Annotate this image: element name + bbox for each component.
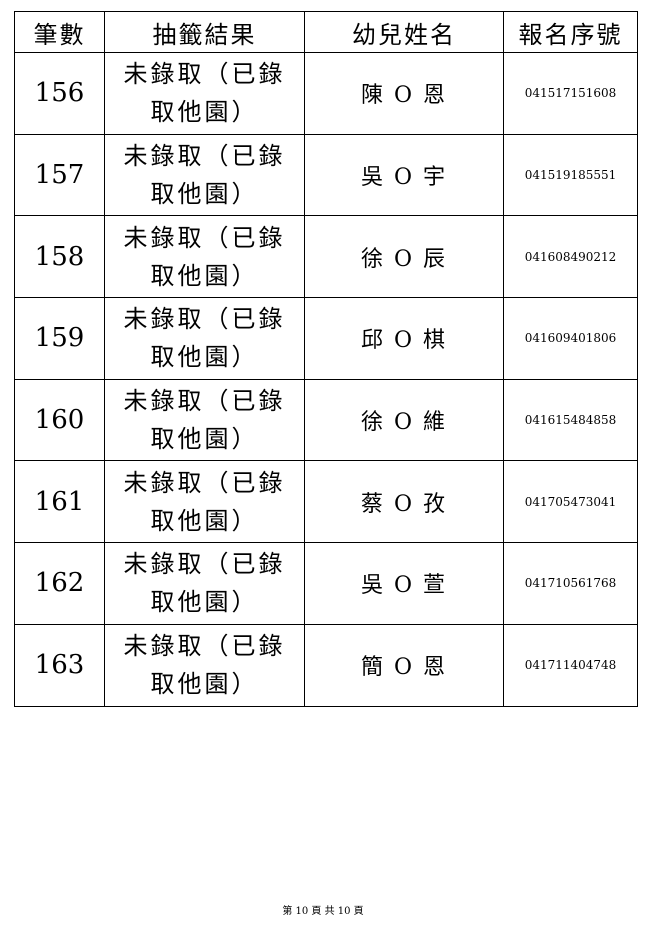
header-count: 筆數 [14,11,105,53]
result-line-1: 未錄取（已錄 [123,60,286,89]
row-child-name: 徐 O 辰 [304,215,504,299]
row-count: 156 [14,52,105,135]
row-result: 未錄取（已錄 取他園） [104,297,305,380]
result-line-2: 取他園） [150,343,259,372]
header-serial: 報名序號 [503,11,638,53]
row-serial: 041710561768 [503,542,638,625]
result-line-2: 取他園） [150,180,259,209]
header-result: 抽籤結果 [104,11,305,53]
row-child-name: 吳 O 宇 [304,133,504,217]
row-count: 163 [14,623,105,707]
result-line-1: 未錄取（已錄 [123,387,286,416]
table-row: 161 未錄取（已錄 取他園） 蔡 O 孜 041705473041 [14,460,638,544]
result-line-1: 未錄取（已錄 [123,468,286,497]
row-serial: 041609401806 [503,297,638,380]
row-result: 未錄取（已錄 取他園） [104,542,305,625]
result-line-2: 取他園） [150,670,259,699]
result-line-1: 未錄取（已錄 [123,305,286,334]
table-row: 156 未錄取（已錄 取他園） 陳 O 恩 041517151608 [14,52,638,135]
result-line-2: 取他園） [150,588,259,617]
row-count: 159 [14,297,105,380]
row-result: 未錄取（已錄 取他園） [104,215,305,299]
row-result: 未錄取（已錄 取他園） [104,378,305,462]
table-row: 163 未錄取（已錄 取他園） 簡 O 恩 041711404748 [14,623,638,707]
row-result: 未錄取（已錄 取他園） [104,52,305,135]
table-row: 162 未錄取（已錄 取他園） 吳 O 萱 041710561768 [14,542,638,625]
table-row: 158 未錄取（已錄 取他園） 徐 O 辰 041608490212 [14,215,638,299]
row-count: 157 [14,133,105,217]
header-row: 筆數 抽籤結果 幼兒姓名 報名序號 [14,11,638,53]
row-child-name: 吳 O 萱 [304,542,504,625]
row-child-name: 徐 O 維 [304,378,504,462]
table-row: 159 未錄取（已錄 取他園） 邱 O 棋 041609401806 [14,297,638,380]
row-child-name: 陳 O 恩 [304,52,504,135]
row-serial: 041711404748 [503,623,638,707]
result-line-2: 取他園） [150,425,259,454]
row-count: 162 [14,542,105,625]
table-row: 160 未錄取（已錄 取他園） 徐 O 維 041615484858 [14,378,638,462]
table-row: 157 未錄取（已錄 取他園） 吳 O 宇 041519185551 [14,133,638,217]
row-count: 161 [14,460,105,544]
row-serial: 041517151608 [503,52,638,135]
row-child-name: 簡 O 恩 [304,623,504,707]
row-count: 158 [14,215,105,299]
result-line-2: 取他園） [150,261,259,290]
row-result: 未錄取（已錄 取他園） [104,460,305,544]
page-footer: 第 10 頁 共 10 頁 [282,906,364,917]
result-line-1: 未錄取（已錄 [123,550,286,579]
result-line-1: 未錄取（已錄 [123,632,286,661]
results-table: 筆數 抽籤結果 幼兒姓名 報名序號 156 未錄取（已錄 取他園） 陳 O 恩 0… [14,11,638,707]
row-child-name: 邱 O 棋 [304,297,504,380]
row-serial: 041608490212 [503,215,638,299]
row-child-name: 蔡 O 孜 [304,460,504,544]
row-serial: 041519185551 [503,133,638,217]
row-serial: 041705473041 [503,460,638,544]
header-name: 幼兒姓名 [304,11,504,53]
result-line-1: 未錄取（已錄 [123,142,286,171]
result-line-2: 取他園） [150,98,259,127]
result-line-2: 取他園） [150,506,259,535]
row-serial: 041615484858 [503,378,638,462]
result-line-1: 未錄取（已錄 [123,223,286,252]
row-result: 未錄取（已錄 取他園） [104,133,305,217]
row-result: 未錄取（已錄 取他園） [104,623,305,707]
row-count: 160 [14,378,105,462]
